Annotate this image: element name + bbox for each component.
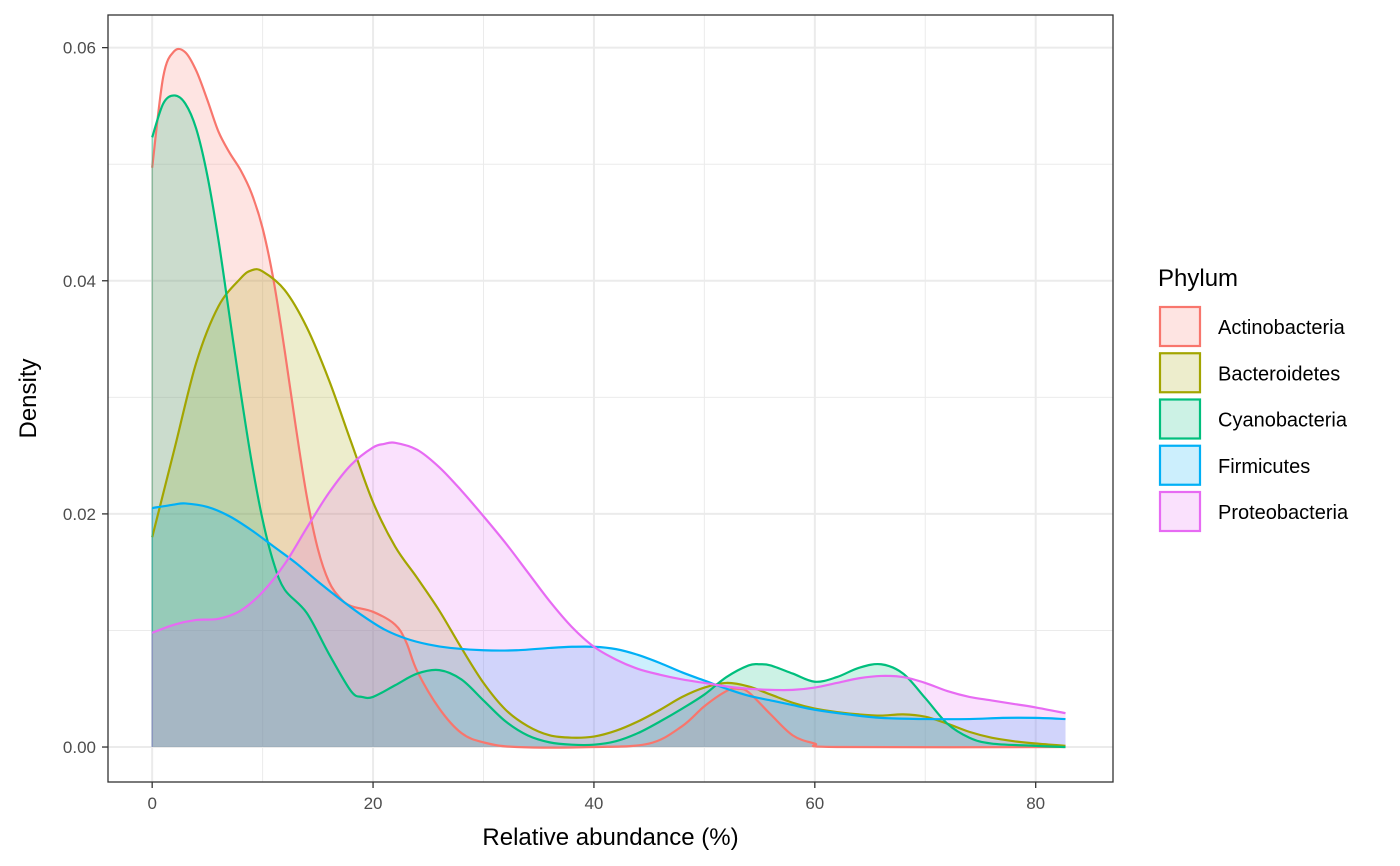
legend-label: Bacteroidetes	[1218, 363, 1340, 385]
legend-key	[1158, 352, 1202, 394]
legend-key-bg	[1159, 444, 1201, 486]
density-area-firmicutes	[152, 503, 1066, 748]
legend-title: Phylum	[1158, 265, 1238, 292]
panel-border	[107, 14, 1114, 783]
legend-label: Cyanobacteria	[1218, 410, 1348, 432]
x-axis: 0 20 40 60 80	[147, 782, 1045, 813]
density-line-cyanobacteria	[151, 94, 1066, 749]
density-area-cyanobacteria	[152, 95, 1066, 748]
legend-key	[1158, 444, 1202, 486]
x-tick-label: 20	[364, 794, 383, 813]
density-lines	[151, 47, 1066, 749]
legend-key-bg	[1159, 352, 1201, 394]
legend-key-bg	[1159, 491, 1201, 532]
legend-key	[1158, 490, 1202, 533]
density-line-proteobacteria	[151, 441, 1066, 715]
x-tick-label: 0	[147, 794, 156, 813]
y-tick-label: 0.00	[63, 738, 96, 757]
x-tick-label: 80	[1026, 794, 1045, 813]
y-axis-title: Density	[15, 358, 42, 438]
legend-key	[1158, 305, 1202, 348]
legend-key-bg	[1159, 398, 1201, 440]
legend-key	[1158, 398, 1202, 440]
legend-item-proteobacteria: Proteobacteria	[1158, 490, 1349, 533]
legend-label: Actinobacteria	[1218, 317, 1346, 339]
legend-item-actinobacteria: Actinobacteria	[1158, 305, 1346, 348]
x-axis-title: Relative abundance (%)	[482, 824, 738, 851]
legend-label: Proteobacteria	[1218, 502, 1349, 524]
y-axis: 0.00 0.02 0.04 0.06	[63, 39, 108, 757]
legend-key-bg	[1159, 306, 1201, 347]
legend-item-cyanobacteria: Cyanobacteria	[1158, 398, 1348, 440]
x-tick-label: 60	[805, 794, 824, 813]
density-line-bacteroidetes	[151, 268, 1066, 747]
legend: Phylum Actinobacteria Bacteroidetes Cyanob…	[1158, 265, 1349, 533]
legend-item-firmicutes: Firmicutes	[1158, 444, 1310, 486]
density-line-firmicutes	[152, 502, 1066, 721]
y-tick-label: 0.06	[63, 39, 96, 58]
x-tick-label: 40	[584, 794, 603, 813]
density-area-actinobacteria	[152, 48, 1066, 748]
grid-minor	[108, 15, 1113, 782]
y-tick-label: 0.04	[63, 272, 96, 291]
y-tick-label: 0.02	[63, 505, 96, 524]
legend-label: Firmicutes	[1218, 456, 1310, 478]
legend-item-bacteroidetes: Bacteroidetes	[1158, 352, 1340, 394]
